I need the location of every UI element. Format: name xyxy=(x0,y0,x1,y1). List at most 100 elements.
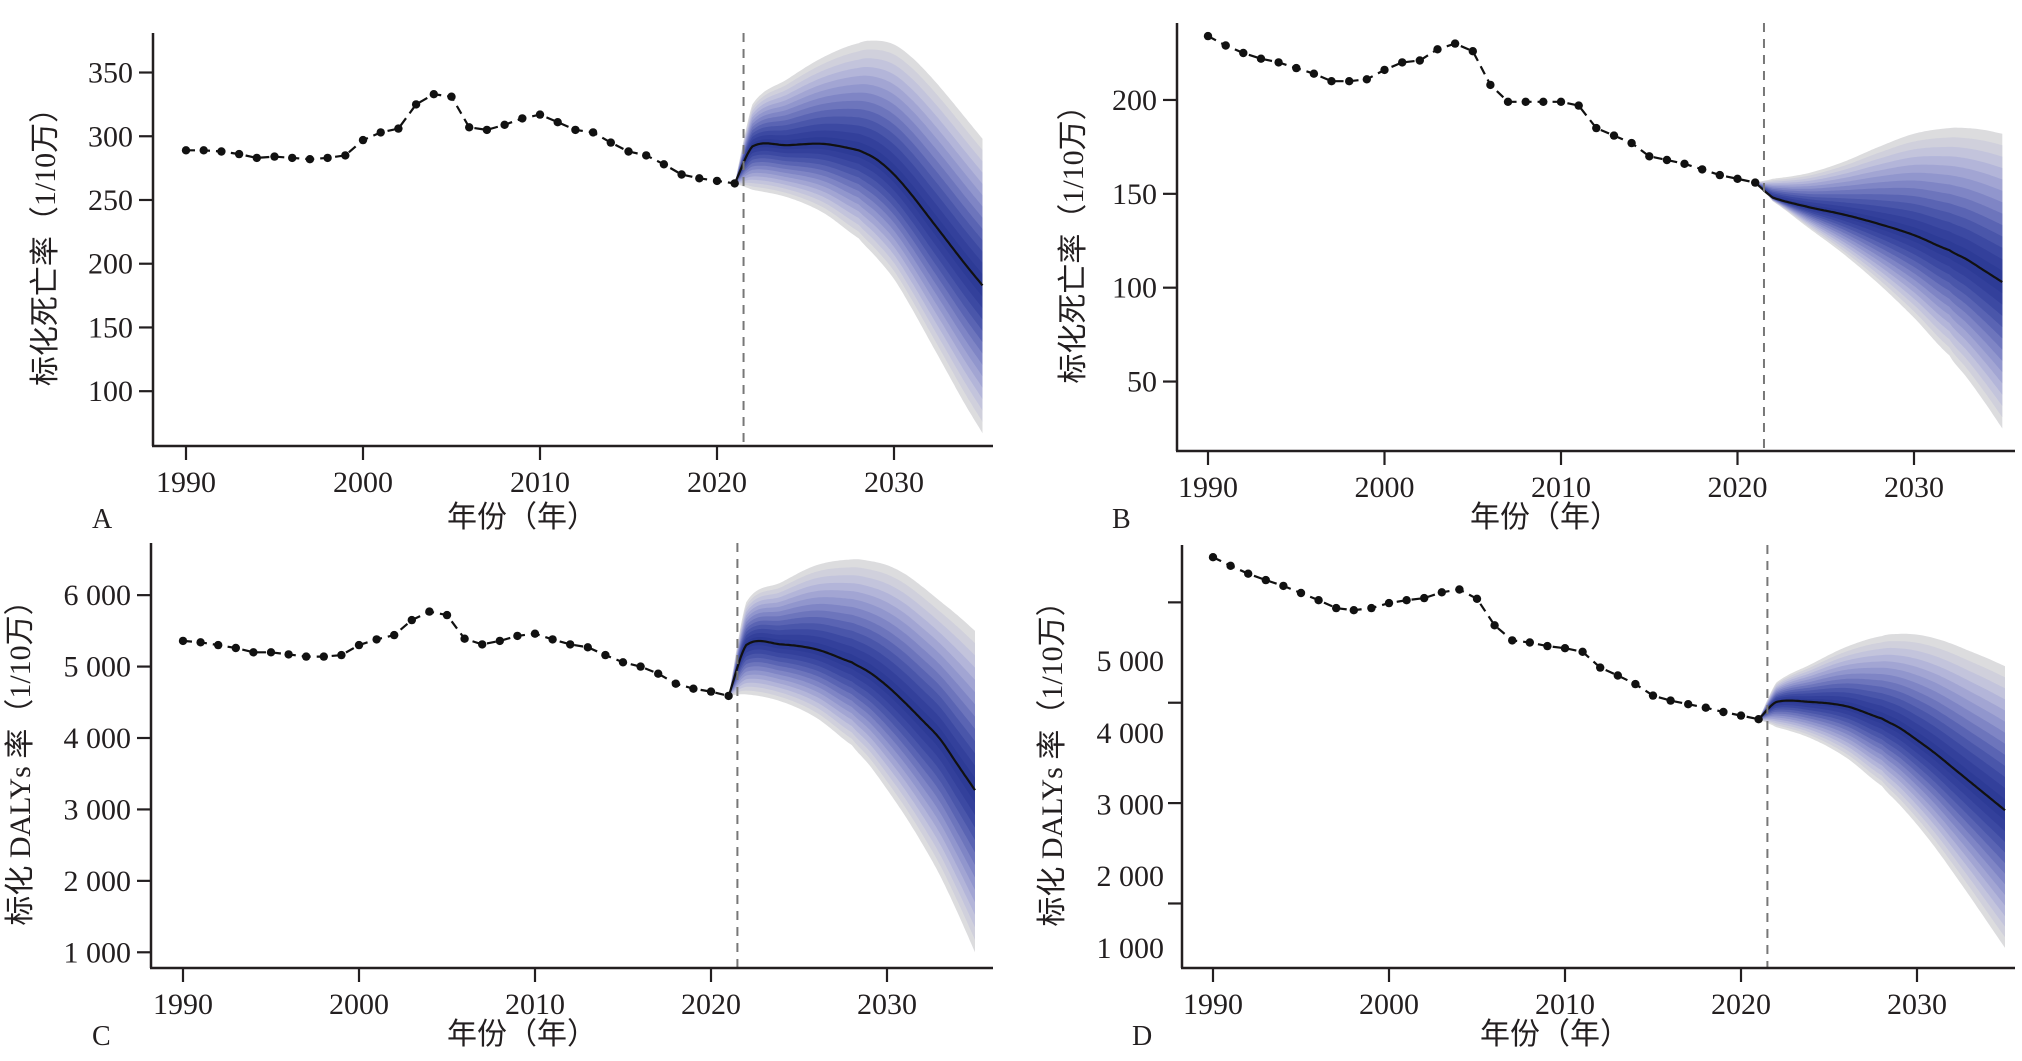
history-point xyxy=(1226,561,1235,570)
y-axis-title: 标化 DALYs 率（1/10万） xyxy=(1036,586,1069,926)
x-axis-title: 年份（年） xyxy=(1480,1018,1630,1051)
history-point xyxy=(1698,165,1707,174)
forecast-band-10 xyxy=(1755,182,2003,328)
history-point xyxy=(1345,77,1354,86)
x-tick-label: 2000 xyxy=(1359,988,1419,1021)
history-point xyxy=(429,90,438,99)
forecast-fan xyxy=(734,40,983,434)
history-point xyxy=(407,615,416,625)
forecast-band-13 xyxy=(1758,698,2005,821)
history-point xyxy=(1662,155,1672,165)
y-tick-label: 300 xyxy=(88,120,133,153)
y-tick-label: 6 000 xyxy=(64,579,132,612)
history-point xyxy=(1398,58,1407,67)
history-point xyxy=(1556,97,1566,107)
history-point xyxy=(1292,63,1301,73)
history-point xyxy=(1450,39,1460,48)
history-point xyxy=(636,662,645,671)
x-tick-label: 2020 xyxy=(1711,988,1771,1021)
y-tick-label: 1 000 xyxy=(64,936,132,969)
y-axis-title: 标化死亡率（1/10万） xyxy=(29,93,62,386)
panel-letter: A xyxy=(92,504,113,535)
x-tick-label: 2010 xyxy=(510,466,570,499)
history-point xyxy=(1349,606,1359,615)
history-point xyxy=(566,640,575,649)
history-point xyxy=(495,636,504,646)
y-axis-title: 标化 DALYs 率（1/10万） xyxy=(4,585,37,925)
y-tick-label: 200 xyxy=(88,248,133,281)
history-point xyxy=(1468,47,1478,56)
history-point xyxy=(1261,575,1271,585)
x-tick-label: 1990 xyxy=(156,466,216,499)
history-point xyxy=(214,640,223,650)
history-point xyxy=(1472,594,1482,603)
history-point xyxy=(1415,56,1425,65)
history-point xyxy=(231,643,240,653)
history-point xyxy=(730,179,739,188)
history-point xyxy=(1367,603,1376,613)
y-tick-label: 150 xyxy=(1112,178,1157,211)
history-point xyxy=(1486,80,1495,90)
history-point xyxy=(1560,644,1570,653)
history-point xyxy=(571,125,580,135)
history-point xyxy=(695,174,704,183)
x-axis-title: 年份（年） xyxy=(1470,501,1620,534)
history-point xyxy=(724,691,733,701)
forecast-band-13 xyxy=(728,637,975,803)
history-point xyxy=(1736,711,1746,720)
x-tick-label: 2030 xyxy=(864,466,924,499)
history-point xyxy=(1596,663,1605,672)
y-tick-label: 2 000 xyxy=(64,865,132,898)
y-tick-label: 5 000 xyxy=(64,651,132,684)
history-point xyxy=(1203,31,1213,41)
history-point xyxy=(1402,596,1411,605)
history-point xyxy=(1455,585,1464,594)
history-point xyxy=(1666,696,1675,705)
history-point xyxy=(270,152,279,161)
history-point xyxy=(181,146,191,155)
history-point xyxy=(1437,588,1447,597)
x-tick-label: 2030 xyxy=(857,988,917,1021)
history-point xyxy=(1578,647,1587,656)
history-point xyxy=(199,146,208,155)
panel-a: 1990 2000 2010 2020 2030 100 150 200 250 300 350 年份… xyxy=(29,33,993,535)
history-point xyxy=(354,640,364,650)
panel-c: 1990 2000 2010 2020 2030 1 000 2 000 3 000 4 000… xyxy=(4,543,993,1052)
history-point xyxy=(659,160,669,169)
history-point xyxy=(447,92,456,101)
history-point xyxy=(196,638,205,647)
history-point xyxy=(1327,77,1336,86)
y-tick-label: 150 xyxy=(88,311,133,344)
history-point xyxy=(1701,703,1711,712)
history-point xyxy=(606,138,615,147)
x-tick-label: 2020 xyxy=(687,466,747,499)
history-point xyxy=(553,118,562,127)
history-point xyxy=(305,155,315,164)
history-point xyxy=(513,631,522,641)
x-tick-label: 2010 xyxy=(1535,988,1595,1021)
y-tick-label: 100 xyxy=(1112,272,1157,305)
x-tick-label: 2020 xyxy=(1708,471,1768,504)
history-point xyxy=(677,170,686,179)
y-tick-label: 4 000 xyxy=(1097,717,1165,750)
panel-d: 1990 2000 2010 2020 2030 1 000 2 000 3 000 4 000… xyxy=(1036,545,2015,1052)
history-point xyxy=(411,100,421,109)
history-line xyxy=(1212,556,1759,721)
history-point xyxy=(1754,715,1763,724)
x-tick-label: 2030 xyxy=(1887,988,1947,1021)
history-point xyxy=(1384,598,1394,608)
history-point xyxy=(1733,174,1742,183)
x-tick-label: 2010 xyxy=(505,988,565,1021)
history-point xyxy=(482,125,492,135)
panel-letter: B xyxy=(1112,504,1131,535)
history-point xyxy=(442,610,452,620)
y-tick-label: 50 xyxy=(1127,366,1157,399)
history-point xyxy=(601,650,610,660)
history-point xyxy=(1751,178,1760,187)
x-tick-label: 2010 xyxy=(1531,471,1591,504)
y-tick-label: 250 xyxy=(88,184,133,217)
y-tick-label: 2 000 xyxy=(1097,860,1165,893)
history-point xyxy=(588,128,598,137)
history-point xyxy=(358,135,368,145)
history-point xyxy=(642,151,651,160)
